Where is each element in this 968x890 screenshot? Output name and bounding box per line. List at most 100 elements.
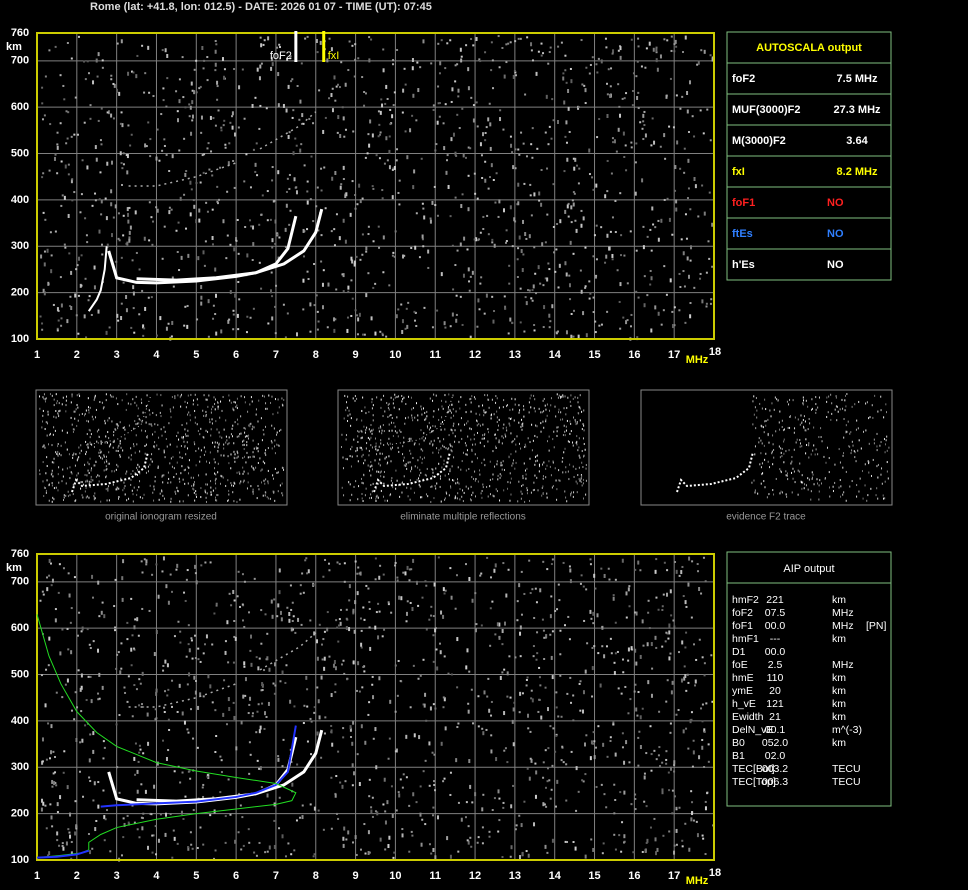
thumbnail-noise: [387, 415, 389, 418]
thumbnail-noise: [374, 459, 376, 462]
thumbnail-noise: [130, 472, 132, 475]
thumbnail-noise: [226, 439, 228, 442]
thumbnail-noise: [509, 472, 511, 475]
noise: [482, 132, 485, 137]
noise: [701, 656, 704, 659]
noise: [572, 841, 575, 844]
noise: [682, 729, 685, 734]
noise: [151, 243, 154, 246]
noise: [609, 637, 612, 640]
noise: [597, 725, 600, 728]
thumbnail-noise: [207, 430, 209, 433]
noise: [197, 658, 200, 661]
noise: [634, 793, 637, 796]
noise: [477, 725, 480, 728]
noise: [627, 647, 630, 652]
thumbnail-noise: [118, 497, 120, 500]
noise: [44, 703, 47, 708]
thumbnail-noise: [128, 456, 130, 459]
thumbnail-noise: [130, 478, 132, 481]
thumbnail-noise: [274, 452, 276, 455]
noise: [621, 732, 624, 735]
thumbnail-noise: [493, 413, 495, 416]
noise: [131, 715, 134, 718]
thumbnail-noise: [252, 492, 254, 495]
noise: [543, 636, 546, 639]
noise: [277, 103, 280, 108]
noise: [122, 836, 125, 839]
thumbnail-noise: [370, 424, 372, 427]
noise: [55, 691, 58, 694]
noise: [368, 36, 371, 39]
thumbnail-noise: [576, 421, 578, 424]
thumbnail-noise: [838, 486, 840, 489]
noise: [472, 722, 475, 725]
thumbnail-noise: [106, 467, 108, 470]
noise: [220, 129, 223, 132]
noise: [391, 254, 394, 257]
thumbnail-noise: [210, 434, 212, 437]
noise: [611, 216, 614, 219]
noise: [620, 692, 623, 695]
thumbnail-noise: [109, 444, 111, 447]
noise: [381, 197, 384, 200]
noise: [550, 137, 553, 140]
thumbnail-noise: [389, 442, 391, 445]
thumbnail-noise: [812, 473, 814, 476]
noise: [249, 186, 252, 189]
thumbnail-noise: [452, 394, 454, 397]
thumbnail-noise: [450, 411, 452, 414]
noise: [687, 158, 690, 163]
noise: [383, 628, 386, 631]
noise: [689, 719, 692, 724]
noise: [389, 123, 392, 126]
thumbnail-noise: [534, 463, 536, 466]
noise: [509, 135, 512, 138]
noise: [643, 303, 646, 308]
x-tick-label: 16: [628, 349, 640, 361]
noise: [643, 124, 646, 127]
thumbnail-noise: [448, 473, 450, 476]
noise: [517, 148, 520, 151]
thumbnail-noise: [556, 488, 558, 491]
thumbnail-noise: [145, 471, 147, 474]
noise: [405, 776, 408, 779]
noise: [145, 145, 148, 148]
noise: [191, 119, 194, 122]
noise: [497, 35, 500, 38]
thumbnail-noise: [764, 486, 766, 489]
noise: [394, 564, 397, 567]
noise: [196, 846, 199, 849]
thumbnail-noise: [153, 488, 155, 491]
thumbnail-noise: [507, 487, 509, 490]
thumbnail-noise: [94, 497, 96, 500]
thumbnail-noise: [175, 492, 177, 495]
thumbnail-noise: [573, 416, 575, 419]
noise: [301, 113, 304, 118]
noise: [125, 154, 128, 157]
noise: [569, 240, 572, 245]
noise: [202, 795, 205, 798]
noise: [162, 669, 165, 672]
x-axis-label: MHz: [686, 875, 709, 887]
thumbnail-noise: [77, 406, 79, 409]
noise: [185, 227, 188, 230]
noise: [636, 95, 639, 100]
noise: [194, 680, 197, 683]
thumbnail-noise: [815, 411, 817, 414]
thumbnail-noise: [529, 397, 531, 400]
noise: [187, 770, 190, 773]
noise: [271, 246, 274, 249]
noise: [369, 119, 372, 124]
thumbnail-noise: [562, 471, 564, 474]
thumbnail-noise: [501, 442, 503, 445]
noise: [663, 561, 666, 564]
noise: [388, 737, 391, 740]
thumbnail-noise: [486, 486, 488, 489]
thumbnail-noise: [228, 489, 230, 492]
noise: [549, 633, 552, 636]
noise: [171, 276, 174, 279]
thumbnail-noise: [39, 407, 41, 410]
noise: [331, 87, 334, 90]
noise: [365, 584, 368, 587]
